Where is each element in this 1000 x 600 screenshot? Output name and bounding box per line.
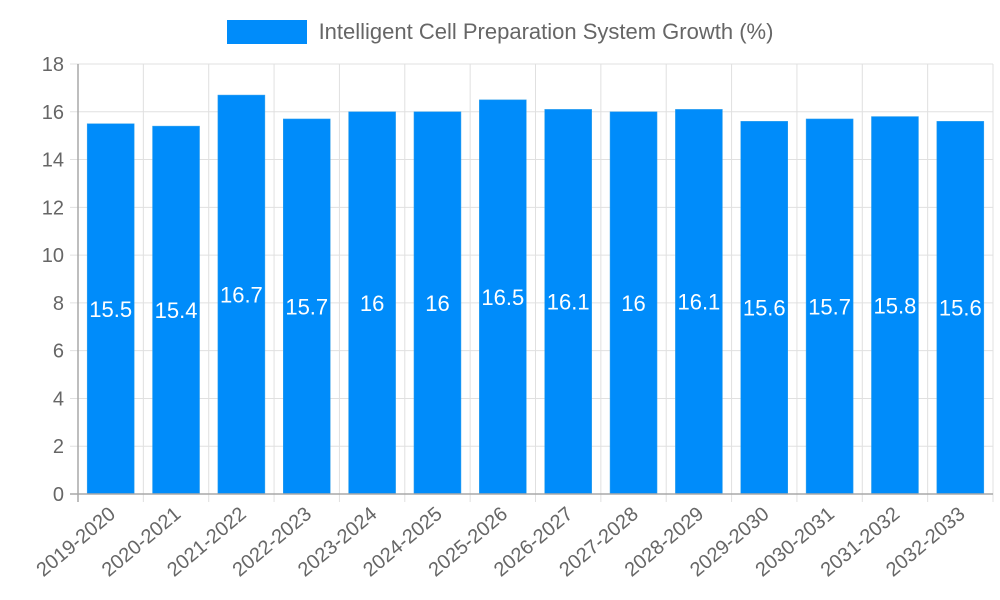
legend-label: Intelligent Cell Preparation System Grow… [318, 19, 774, 44]
y-tick-label: 14 [42, 150, 64, 172]
bar-value-label: 15.6 [743, 296, 786, 321]
bar[interactable] [217, 94, 266, 495]
bar-value-label: 15.7 [285, 294, 328, 319]
bar[interactable] [805, 118, 854, 495]
y-tick-label: 12 [42, 197, 64, 219]
bar-value-label: 16.7 [220, 283, 263, 308]
bar-value-label: 15.6 [939, 296, 982, 321]
y-tick-label: 8 [53, 293, 64, 315]
bar[interactable] [544, 109, 592, 495]
y-tick-label: 18 [42, 54, 64, 76]
bar-value-label: 16 [360, 291, 384, 316]
bar[interactable] [86, 123, 135, 495]
bar[interactable] [283, 118, 331, 495]
y-tick-label: 2 [53, 436, 64, 458]
bar-value-label: 16 [425, 291, 449, 316]
bar-value-label: 15.5 [89, 297, 132, 322]
x-axis-ticks: 2019-20202020-20212021-20222022-20232023… [32, 503, 969, 581]
bar[interactable] [936, 121, 985, 495]
bar-value-label: 16 [621, 291, 645, 316]
bar[interactable] [740, 121, 788, 495]
y-tick-label: 10 [42, 245, 64, 267]
legend-swatch[interactable] [226, 20, 307, 44]
bar[interactable] [479, 99, 527, 495]
bar[interactable] [609, 111, 658, 495]
y-tick-label: 4 [53, 388, 64, 410]
bar-value-label: 15.7 [808, 294, 851, 319]
bar-value-label: 16.1 [677, 290, 720, 315]
y-axis-ticks: 0 2 4 6 8 10 12 14 16 18 [42, 54, 64, 506]
y-tick-label: 0 [53, 484, 64, 506]
y-tick-label: 16 [42, 102, 64, 124]
bar-value-label: 16.1 [547, 290, 590, 315]
bar[interactable] [413, 111, 462, 495]
bar-value-label: 15.8 [874, 293, 917, 318]
bar[interactable] [348, 111, 396, 495]
y-tick-label: 6 [53, 341, 64, 363]
chart-legend: Intelligent Cell Preparation System Grow… [0, 18, 1000, 46]
bar-value-label: 16.5 [481, 285, 524, 310]
gridlines [70, 63, 994, 502]
axes [70, 64, 993, 502]
bar[interactable] [152, 125, 200, 495]
bars: 15.5 15.4 16.7 15.7 16 16 16.5 16.1 16 16.1 15.6 15… [86, 94, 985, 495]
bar-value-label: 15.4 [155, 298, 198, 323]
bar[interactable] [675, 109, 723, 495]
